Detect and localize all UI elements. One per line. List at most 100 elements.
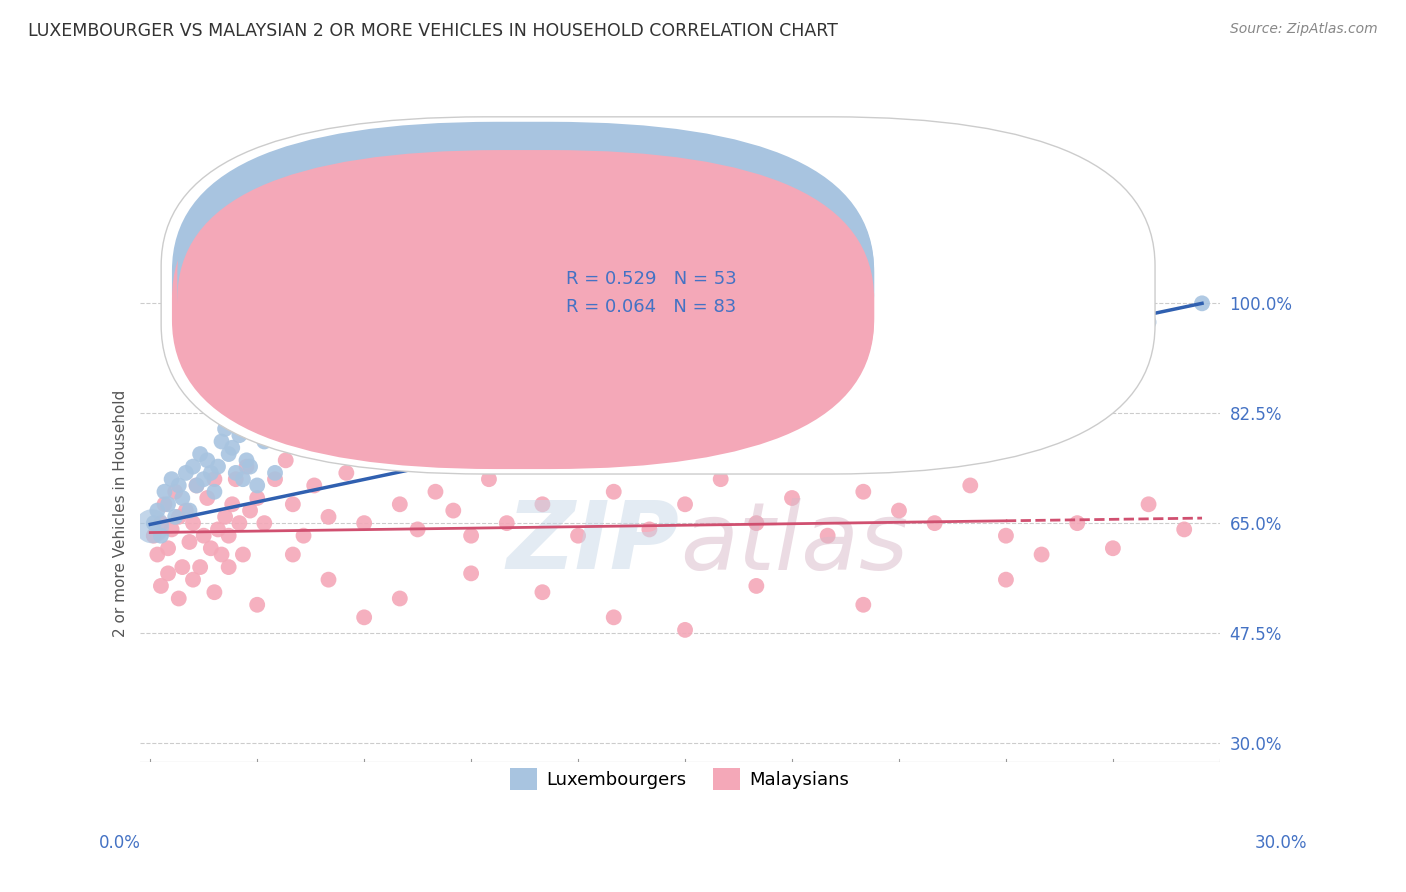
Point — [181, 459, 204, 474]
Text: R = 0.529   N = 53: R = 0.529 N = 53 — [567, 270, 737, 288]
Point — [174, 466, 197, 480]
Text: 30.0%: 30.0% — [1256, 834, 1308, 852]
Point — [207, 523, 229, 537]
Point — [780, 491, 803, 505]
Point — [211, 434, 233, 449]
Point — [165, 484, 187, 499]
Point — [167, 478, 190, 492]
Point — [531, 585, 554, 599]
Point — [239, 503, 262, 517]
Point — [1191, 296, 1213, 310]
Point — [225, 472, 247, 486]
Point — [146, 503, 169, 517]
Point — [478, 472, 501, 486]
Point — [852, 598, 875, 612]
FancyBboxPatch shape — [162, 117, 1156, 474]
Point — [745, 516, 768, 530]
Point — [228, 428, 250, 442]
Point — [388, 397, 411, 411]
Text: LUXEMBOURGER VS MALAYSIAN 2 OR MORE VEHICLES IN HOUSEHOLD CORRELATION CHART: LUXEMBOURGER VS MALAYSIAN 2 OR MORE VEHI… — [28, 22, 838, 40]
Point — [371, 372, 394, 386]
Point — [181, 516, 204, 530]
Point — [281, 497, 304, 511]
Point — [1031, 548, 1053, 562]
Point — [211, 548, 233, 562]
Point — [174, 503, 197, 517]
Point — [214, 509, 236, 524]
Point — [495, 516, 517, 530]
Point — [193, 529, 215, 543]
Point — [292, 529, 315, 543]
Point — [638, 352, 661, 367]
Point — [200, 466, 222, 480]
Point — [388, 591, 411, 606]
FancyBboxPatch shape — [172, 122, 875, 442]
Point — [281, 548, 304, 562]
Point — [567, 529, 589, 543]
Point — [710, 472, 733, 486]
Point — [200, 541, 222, 556]
Point — [425, 378, 447, 392]
Point — [887, 503, 910, 517]
Text: R = 0.064   N = 83: R = 0.064 N = 83 — [567, 298, 737, 316]
Point — [852, 346, 875, 360]
Point — [425, 484, 447, 499]
Point — [264, 472, 287, 486]
Point — [994, 529, 1017, 543]
Point — [253, 434, 276, 449]
Point — [195, 491, 218, 505]
Point — [142, 529, 165, 543]
Point — [1137, 315, 1160, 329]
Point — [318, 397, 340, 411]
Point — [235, 459, 257, 474]
Point — [146, 548, 169, 562]
Point — [160, 523, 183, 537]
Point — [302, 441, 325, 455]
Point — [1137, 497, 1160, 511]
Point — [335, 466, 357, 480]
Point — [531, 497, 554, 511]
Point — [959, 478, 981, 492]
FancyBboxPatch shape — [177, 150, 875, 467]
Point — [167, 509, 190, 524]
Point — [603, 610, 626, 624]
Point — [202, 472, 225, 486]
Point — [221, 441, 243, 455]
Point — [567, 372, 589, 386]
Point — [232, 548, 254, 562]
Point — [214, 422, 236, 436]
Point — [202, 585, 225, 599]
Point — [994, 327, 1017, 342]
Point — [141, 519, 163, 533]
Point — [207, 459, 229, 474]
Point — [353, 409, 375, 424]
Point — [673, 623, 696, 637]
Point — [460, 566, 482, 581]
Point — [371, 422, 394, 436]
Point — [218, 447, 240, 461]
Point — [157, 541, 180, 556]
Point — [232, 472, 254, 486]
Point — [225, 466, 247, 480]
Point — [1066, 516, 1088, 530]
Text: 0.0%: 0.0% — [98, 834, 141, 852]
Point — [157, 497, 180, 511]
Point — [218, 560, 240, 574]
Point — [994, 573, 1017, 587]
FancyBboxPatch shape — [172, 149, 875, 469]
Point — [274, 453, 297, 467]
Legend: Luxembourgers, Malaysians: Luxembourgers, Malaysians — [503, 761, 856, 797]
Point — [172, 560, 194, 574]
Point — [353, 516, 375, 530]
Point — [264, 466, 287, 480]
Point — [160, 472, 183, 486]
Point — [149, 529, 172, 543]
Point — [172, 491, 194, 505]
Point — [302, 478, 325, 492]
Text: Source: ZipAtlas.com: Source: ZipAtlas.com — [1230, 22, 1378, 37]
Point — [153, 484, 176, 499]
Point — [924, 516, 946, 530]
Text: atlas: atlas — [679, 498, 908, 589]
Point — [281, 428, 304, 442]
Point — [318, 509, 340, 524]
